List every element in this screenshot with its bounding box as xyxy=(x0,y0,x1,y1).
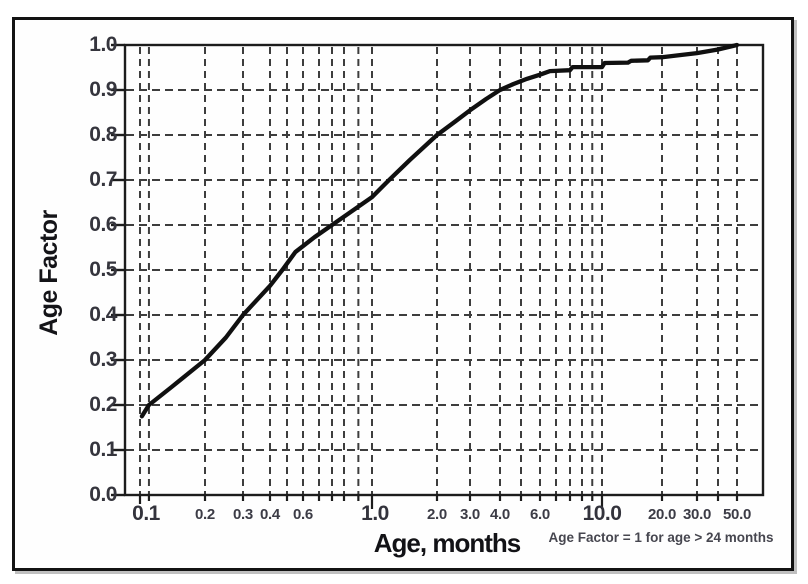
y-tick-label: 0.0 xyxy=(89,483,117,506)
x-tick-label: 6.0 xyxy=(530,506,550,523)
x-tick-label: 1.0 xyxy=(361,502,389,525)
y-tick-label: 0.8 xyxy=(89,123,117,146)
x-tick-label: 0.2 xyxy=(195,506,215,523)
y-tick-label: 0.3 xyxy=(89,348,117,371)
x-tick-label: 0.6 xyxy=(293,506,313,523)
age-factor-curve xyxy=(139,42,740,419)
x-tick-label: 20.0 xyxy=(648,506,676,523)
y-tick-label: 0.7 xyxy=(89,168,117,191)
y-tick-label: 0.5 xyxy=(89,258,117,281)
x-tick-label: 30.0 xyxy=(683,506,711,523)
y-gridlines xyxy=(126,89,762,451)
axis-annotation: Age Factor = 1 for age > 24 months xyxy=(548,530,774,545)
y-tick-label: 0.1 xyxy=(89,438,117,461)
x-tick-label: 2.0 xyxy=(427,506,447,523)
y-tick-label: 0.6 xyxy=(89,213,117,236)
y-tick-label: 0.4 xyxy=(89,303,117,326)
x-tick-label: 4.0 xyxy=(490,506,510,523)
x-tick-label: 0.3 xyxy=(233,506,253,523)
y-axis-title: Age Factor xyxy=(35,210,63,336)
x-tick-label: 0.4 xyxy=(260,506,280,523)
x-tick-label: 3.0 xyxy=(460,506,480,523)
x-tick-label: 10.0 xyxy=(582,502,622,525)
x-gridlines xyxy=(139,47,738,494)
y-tick-label: 1.0 xyxy=(89,33,117,56)
x-tick-label: 0.1 xyxy=(132,502,160,525)
x-axis-title: Age, months xyxy=(373,528,521,558)
y-tick-label: 0.9 xyxy=(89,78,117,101)
figure-border xyxy=(12,17,794,571)
y-tick-label: 0.2 xyxy=(89,393,117,416)
x-tick-label: 50.0 xyxy=(723,506,751,523)
axis-ticks xyxy=(111,43,739,509)
